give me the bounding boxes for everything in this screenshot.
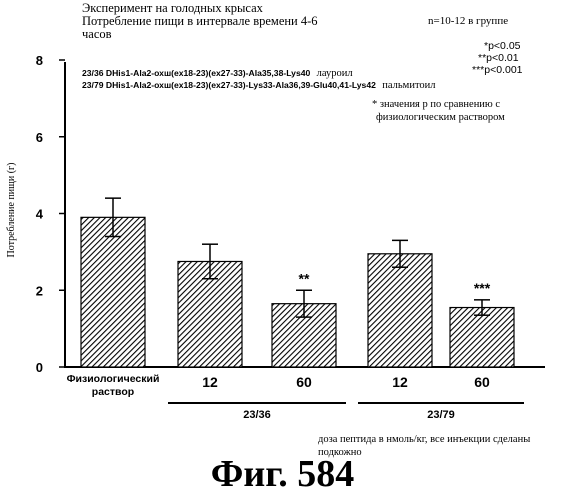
x-tick-label: 60 — [474, 374, 490, 390]
bar — [81, 217, 145, 367]
x-tick-label: 60 — [296, 374, 312, 390]
x-tick-label: Физиологический — [67, 373, 160, 385]
group-label: 23/36 — [243, 409, 271, 421]
compound-23-36-code: 23/36 DHis1-Ala2-охш(ex18-23)(ex27-33)-A… — [82, 68, 311, 78]
y-tick-label: 8 — [36, 53, 43, 68]
significance-legend-3: ***p<0.001 — [472, 64, 523, 76]
group-brackets: 23/36 23/79 — [168, 403, 524, 421]
chart-title-line1: Эксперимент на голодных крысах — [82, 1, 264, 15]
x-tick-label: 12 — [202, 374, 218, 390]
group-label: 23/79 — [427, 409, 455, 421]
compound-23-36-modifier: лауроил — [317, 68, 353, 79]
significance-legend-1: *p<0.05 — [484, 40, 521, 52]
bar — [450, 308, 514, 367]
comparison-note-line2: физиологическим раствором — [376, 112, 505, 123]
chart-title-line3: часов — [82, 27, 112, 41]
x-tick-label: 12 — [392, 374, 408, 390]
x-tick-label: раствор — [92, 386, 134, 398]
y-ticks: 0 2 4 6 8 — [36, 53, 65, 375]
bar — [368, 254, 432, 367]
significance-legend-2: **p<0.01 — [478, 52, 519, 64]
bars-layer: ***** — [81, 198, 514, 367]
compound-23-36: 23/36 DHis1-Ala2-охш(ex18-23)(ex27-33)-A… — [82, 68, 353, 79]
y-tick-label: 4 — [36, 207, 44, 222]
significance-marker: *** — [474, 280, 491, 296]
significance-marker: ** — [299, 270, 310, 286]
figure-caption: Фиг. 584 — [0, 452, 565, 496]
group-size-label: n=10-12 в группе — [428, 15, 508, 27]
x-tick-labels: Физиологическийраствор 12 60 12 60 — [67, 373, 490, 398]
y-axis-label: Потребление пищи (г) — [6, 163, 17, 258]
compound-23-79: 23/79 DHis1-Ala2-охш(ex18-23)(ex27-33)-L… — [82, 80, 436, 91]
y-tick-label: 2 — [36, 283, 43, 298]
y-tick-label: 6 — [36, 130, 43, 145]
y-tick-label: 0 — [36, 360, 43, 375]
comparison-note-line1: * значения р по сравнению с — [372, 99, 500, 110]
compound-23-79-code: 23/79 DHis1-Ala2-охш(ex18-23)(ex27-33)-L… — [82, 80, 376, 90]
compound-23-79-modifier: пальмитоил — [382, 80, 435, 91]
dose-footnote-line1: доза пептида в нмоль/кг, все инъекции сд… — [318, 434, 530, 445]
chart-title-line2: Потребление пищи в интервале времени 4-6 — [82, 14, 318, 28]
